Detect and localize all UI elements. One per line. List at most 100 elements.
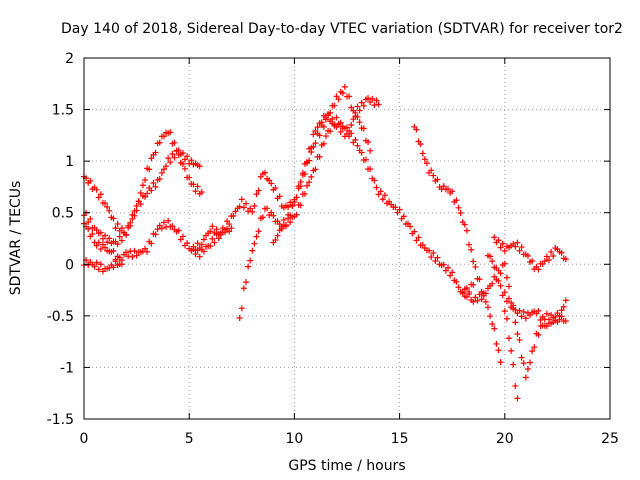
data-point (184, 153, 191, 160)
data-point (457, 210, 464, 217)
data-point (209, 223, 216, 230)
data-point (160, 133, 167, 140)
data-point (493, 265, 500, 272)
data-point (539, 314, 546, 321)
data-point (87, 215, 94, 222)
data-point (255, 187, 262, 194)
data-point (472, 263, 479, 270)
data-point (432, 257, 439, 264)
data-point (335, 96, 342, 103)
data-point (518, 313, 525, 320)
data-point (495, 237, 502, 244)
data-point (543, 310, 550, 317)
data-point (106, 235, 113, 242)
data-point (346, 93, 353, 100)
data-point (375, 101, 382, 108)
data-point (455, 284, 462, 291)
data-point (470, 258, 477, 265)
data-point (562, 318, 569, 325)
data-point (493, 340, 500, 347)
data-point (150, 180, 157, 187)
data-point (560, 303, 567, 310)
data-point (160, 166, 167, 173)
data-point (236, 314, 243, 321)
data-point (89, 231, 96, 238)
data-point (522, 374, 529, 381)
data-point (97, 246, 104, 253)
data-point (112, 225, 119, 232)
data-point (548, 248, 555, 255)
data-point (152, 183, 159, 190)
data-point (497, 359, 504, 366)
data-point (93, 226, 100, 233)
data-point (97, 191, 104, 198)
data-point (91, 263, 98, 270)
data-point (217, 231, 224, 238)
data-point (221, 226, 228, 233)
data-point (381, 192, 388, 199)
data-point (308, 149, 315, 156)
data-point (392, 204, 399, 211)
data-point (97, 229, 104, 236)
data-point (337, 119, 344, 126)
data-point (167, 159, 174, 166)
data-point (482, 298, 489, 305)
data-point (497, 282, 504, 289)
data-point (466, 290, 473, 297)
data-point (236, 203, 243, 210)
data-point (118, 261, 125, 268)
data-point (470, 298, 477, 305)
data-point (499, 292, 506, 299)
data-point (529, 257, 536, 264)
data-point (501, 308, 508, 315)
data-point (85, 226, 92, 233)
data-point (512, 243, 519, 250)
data-point (341, 83, 348, 90)
data-point (562, 256, 569, 263)
data-point (289, 202, 296, 209)
x-tick-label: 0 (80, 431, 89, 447)
data-point (285, 215, 292, 222)
data-point (558, 249, 565, 256)
y-tick-label: 2 (65, 51, 74, 67)
data-point (339, 90, 346, 97)
data-point (160, 219, 167, 226)
series-track-l (501, 289, 569, 330)
series-track-j (484, 252, 521, 402)
data-point (348, 130, 355, 137)
data-point (365, 95, 372, 102)
data-point (198, 189, 205, 196)
data-point (116, 233, 123, 240)
data-point (444, 264, 451, 271)
data-point (459, 290, 466, 297)
data-point (373, 184, 380, 191)
data-point (306, 157, 313, 164)
data-point (190, 181, 197, 188)
data-point (270, 212, 277, 219)
y-tick-label: 1 (65, 154, 74, 170)
data-point (518, 354, 525, 361)
data-point (297, 183, 304, 190)
ticks: 0 5 10 15 20 25 -1.5 -1 -0.5 0 0.5 1 1.5 2 (47, 51, 619, 447)
data-point (449, 188, 456, 195)
data-point (516, 247, 523, 254)
data-point (512, 382, 519, 389)
x-tick-label: 25 (601, 431, 619, 447)
data-point (415, 234, 422, 241)
x-tick-label: 10 (285, 431, 303, 447)
data-point (331, 122, 338, 129)
data-point (287, 219, 294, 226)
data-point (129, 253, 136, 260)
x-tick-label: 15 (391, 431, 409, 447)
data-point (297, 202, 304, 209)
y-tick-label: 1.5 (52, 103, 74, 119)
data-point (144, 190, 151, 197)
data-point (354, 142, 361, 149)
data-point (137, 190, 144, 197)
data-point (489, 280, 496, 287)
data-point (114, 241, 121, 248)
data-point (514, 239, 521, 246)
data-point (463, 227, 470, 234)
data-point (148, 155, 155, 162)
